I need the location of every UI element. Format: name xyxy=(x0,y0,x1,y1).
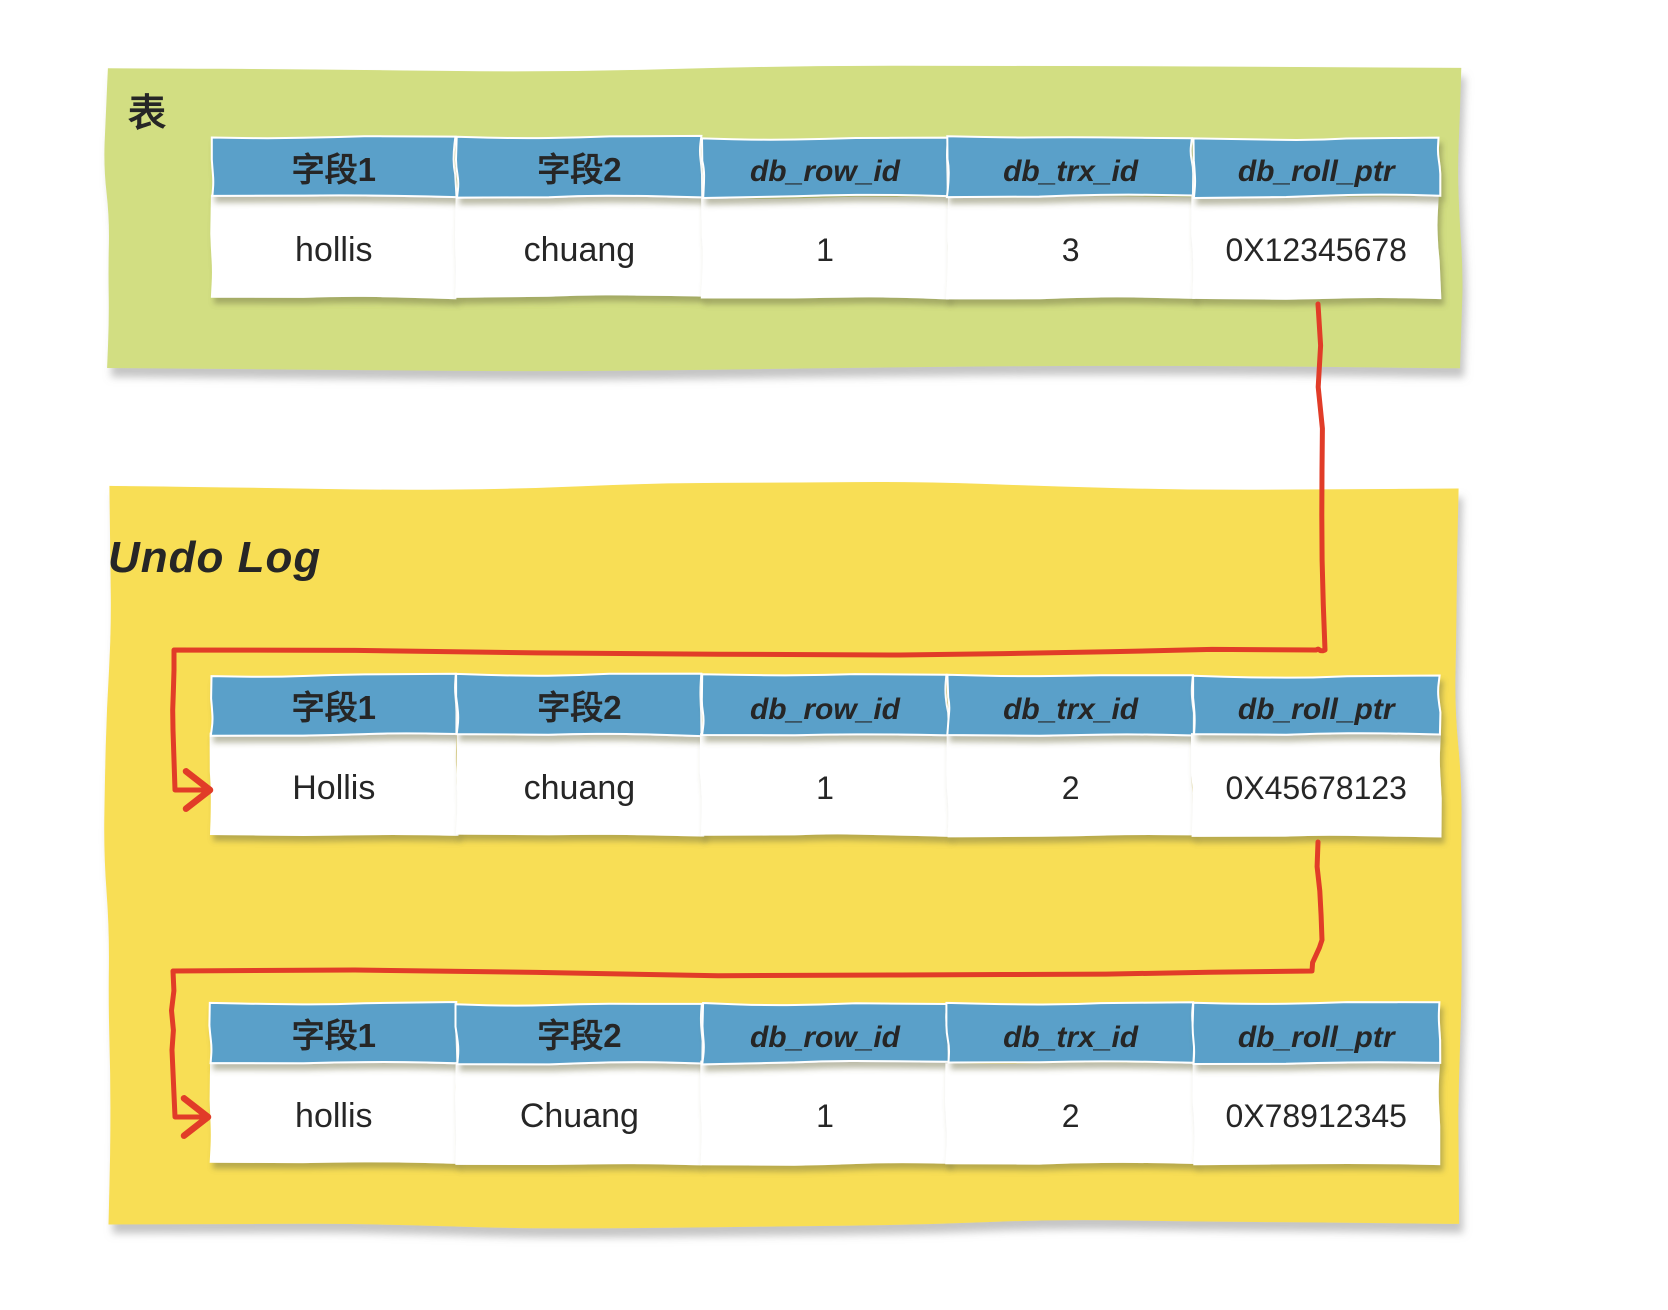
svg-text:1: 1 xyxy=(816,770,834,806)
svg-text:3: 3 xyxy=(1062,232,1080,268)
svg-text:Hollis: Hollis xyxy=(292,769,375,807)
svg-text:db_roll_ptr: db_roll_ptr xyxy=(1238,693,1397,726)
svg-text:db_row_id: db_row_id xyxy=(750,155,901,188)
svg-text:0X78912345: 0X78912345 xyxy=(1225,1098,1407,1134)
svg-text:字段2: 字段2 xyxy=(537,689,621,726)
svg-text:db_trx_id: db_trx_id xyxy=(1003,155,1139,188)
svg-text:2: 2 xyxy=(1062,1098,1080,1134)
svg-text:字段2: 字段2 xyxy=(537,151,621,188)
svg-text:hollis: hollis xyxy=(295,1097,372,1135)
svg-text:Chuang: Chuang xyxy=(520,1097,639,1135)
svg-text:chuang: chuang xyxy=(524,769,636,807)
svg-text:1: 1 xyxy=(816,232,834,268)
svg-text:db_trx_id: db_trx_id xyxy=(1003,693,1139,726)
svg-text:db_roll_ptr: db_roll_ptr xyxy=(1238,155,1397,188)
svg-text:hollis: hollis xyxy=(295,231,372,269)
svg-text:db_row_id: db_row_id xyxy=(750,693,901,726)
svg-text:字段1: 字段1 xyxy=(292,689,376,726)
svg-text:2: 2 xyxy=(1062,770,1080,806)
svg-text:0X12345678: 0X12345678 xyxy=(1225,232,1407,268)
svg-text:1: 1 xyxy=(816,1098,834,1134)
svg-text:0X45678123: 0X45678123 xyxy=(1225,770,1407,806)
svg-text:表: 表 xyxy=(128,93,166,135)
svg-text:db_trx_id: db_trx_id xyxy=(1003,1021,1139,1054)
svg-text:db_roll_ptr: db_roll_ptr xyxy=(1238,1021,1397,1054)
svg-text:Undo Log: Undo Log xyxy=(108,533,321,582)
svg-text:字段2: 字段2 xyxy=(537,1017,621,1054)
svg-text:字段1: 字段1 xyxy=(292,151,376,188)
svg-text:字段1: 字段1 xyxy=(292,1017,376,1054)
svg-text:chuang: chuang xyxy=(524,231,636,269)
svg-text:db_row_id: db_row_id xyxy=(750,1021,901,1054)
